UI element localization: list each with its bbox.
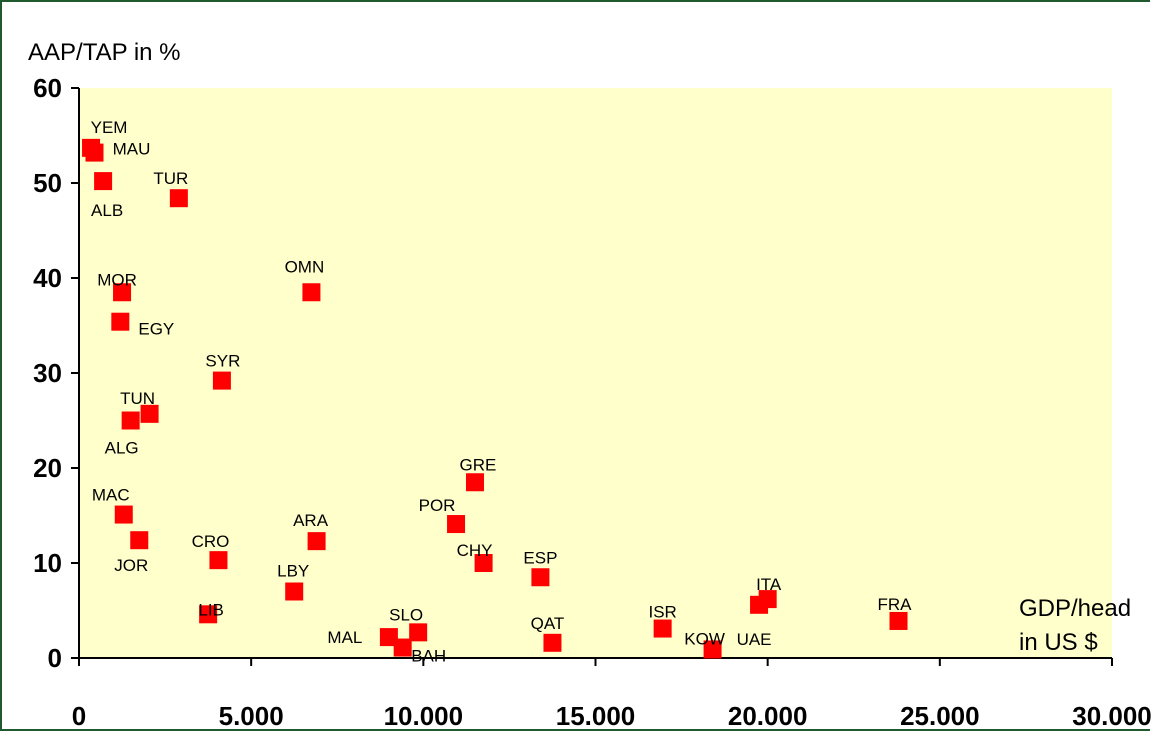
point-label-tun: TUN: [120, 389, 155, 408]
data-point-lby: [285, 582, 304, 601]
point-label-alg: ALG: [105, 439, 139, 458]
point-label-slo: SLO: [389, 605, 423, 624]
point-label-syr: SYR: [205, 352, 240, 371]
point-label-ara: ARA: [293, 511, 329, 530]
data-point-tun: [140, 404, 159, 423]
point-label-bah: BAH: [411, 647, 446, 666]
data-point-bah: [393, 638, 412, 657]
y-tick-label: 40: [33, 263, 62, 293]
point-label-alb: ALB: [91, 201, 123, 220]
data-point-omn: [302, 283, 321, 302]
point-label-uae: UAE: [737, 630, 772, 649]
point-label-lib: LIB: [198, 600, 224, 619]
data-point-por: [447, 515, 466, 534]
point-label-por: POR: [419, 496, 456, 515]
point-label-fra: FRA: [878, 595, 913, 614]
data-point-slo: [409, 623, 428, 642]
point-label-jor: JOR: [114, 556, 148, 575]
point-label-lby: LBY: [277, 562, 309, 581]
x-tick-label: 5.000: [219, 701, 284, 731]
data-point-mau: [85, 143, 104, 162]
y-tick-label: 30: [33, 358, 62, 388]
y-tick-label: 10: [33, 548, 62, 578]
y-tick-label: 60: [33, 73, 62, 103]
x-tick-label: 20.000: [728, 701, 808, 731]
data-point-fra: [889, 611, 908, 630]
data-point-mal: [379, 628, 398, 647]
point-label-ita: ITA: [756, 575, 782, 594]
x-tick-label: 15.000: [556, 701, 636, 731]
data-point-kow: [703, 640, 722, 659]
x-tick-label: 10.000: [384, 701, 464, 731]
data-point-alb: [94, 172, 113, 191]
point-labels: YEM MAU ALB TUR MOR OMN EGY SYR TUN ALG GRE MAC POR J…: [91, 118, 913, 666]
data-point-egy: [111, 312, 130, 331]
point-label-isr: ISR: [648, 603, 676, 622]
x-axis-title-line2: in US $: [1019, 629, 1098, 656]
x-axis-title-line1: GDP/head: [1019, 595, 1131, 622]
data-point-tur: [169, 189, 188, 208]
point-label-tur: TUR: [153, 169, 188, 188]
point-label-cro: CRO: [192, 532, 230, 551]
data-point-chy: [474, 554, 493, 572]
data-point-syr: [212, 371, 231, 390]
point-label-mac: MAC: [92, 486, 130, 505]
x-tick-label: 30.000: [1072, 701, 1152, 731]
x-axis: 0 5.000 10.000 15.000 20.000 25.000 30.000: [72, 657, 1152, 731]
plot-area: [79, 88, 1112, 658]
point-label-mau: MAU: [113, 140, 151, 159]
y-tick-label: 20: [33, 453, 62, 483]
point-label-chy: CHY: [457, 541, 493, 560]
data-point-mac: [114, 505, 133, 524]
point-label-esp: ESP: [523, 548, 557, 567]
point-label-omn: OMN: [285, 257, 325, 276]
point-label-mor: MOR: [97, 270, 137, 289]
point-label-yem: YEM: [91, 118, 128, 137]
data-point-ara: [307, 532, 326, 551]
data-point-mor: [113, 283, 132, 302]
y-tick-label: 0: [48, 643, 62, 673]
point-label-mal: MAL: [327, 628, 362, 647]
point-label-gre: GRE: [460, 455, 497, 474]
y-axis: 0 10 20 30 40 50 60: [33, 73, 80, 673]
data-point-jor: [130, 531, 149, 550]
data-point-esp: [531, 568, 550, 587]
data-point-gre: [465, 473, 484, 492]
data-point-lib: [199, 605, 218, 624]
data-point-uae: [750, 595, 769, 614]
y-axis-title: AAP/TAP in %: [28, 39, 181, 66]
point-label-kow: KOW: [684, 629, 725, 648]
data-point-isr: [653, 619, 672, 638]
x-tick-label: 25.000: [900, 701, 980, 731]
data-point-qat: [543, 633, 562, 652]
point-label-egy: EGY: [138, 320, 174, 339]
data-point-alg: [121, 411, 140, 430]
data-points: [82, 138, 908, 659]
point-label-qat: QAT: [531, 614, 565, 633]
x-tick-label: 0: [72, 701, 86, 731]
data-point-cro: [209, 551, 228, 570]
y-tick-label: 50: [33, 168, 62, 198]
